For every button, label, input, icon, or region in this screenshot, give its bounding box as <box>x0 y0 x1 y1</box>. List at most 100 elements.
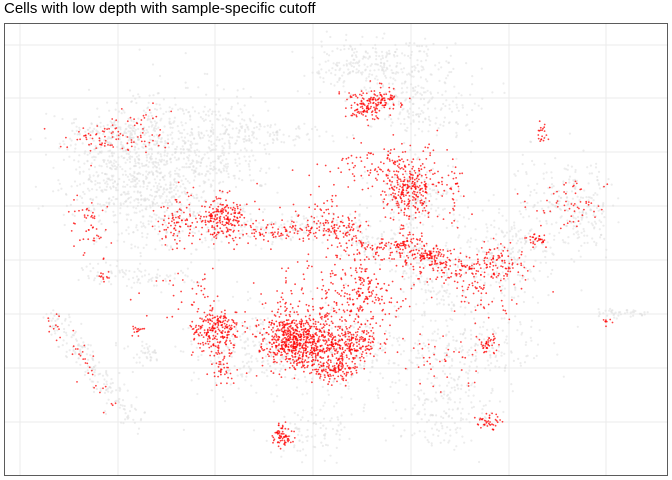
background-cell-point <box>340 396 343 399</box>
background-cell-point <box>155 127 158 130</box>
background-cell-point <box>539 199 542 203</box>
background-cell-point <box>206 72 209 76</box>
background-cell-point <box>75 129 78 132</box>
highlight-cell-point <box>197 308 200 310</box>
background-cell-point <box>367 57 370 60</box>
background-cell-point <box>416 63 419 66</box>
background-cell-point <box>71 334 74 337</box>
background-cell-point <box>516 273 520 276</box>
background-cell-point <box>446 248 449 251</box>
highlight-cell-point <box>299 333 302 336</box>
background-cell-point <box>447 283 450 286</box>
background-cell-point <box>60 187 63 190</box>
background-cell-point <box>482 250 485 253</box>
background-cell-point <box>150 220 153 223</box>
background-cell-point <box>204 236 207 240</box>
background-cell-point <box>163 191 166 194</box>
background-cell-point <box>250 354 253 358</box>
background-cell-point <box>160 117 163 120</box>
highlight-cell-point <box>268 321 271 323</box>
background-cell-point <box>183 281 186 284</box>
background-cell-point <box>401 52 404 55</box>
background-cell-point <box>580 289 583 292</box>
background-cell-point <box>122 202 125 205</box>
background-cell-point <box>263 208 266 211</box>
highlight-cell-point <box>257 324 260 326</box>
background-cell-point <box>150 188 153 191</box>
highlight-cell-point <box>282 326 285 329</box>
background-cell-point <box>174 213 177 216</box>
background-cell-point <box>369 86 372 89</box>
highlight-cell-point <box>202 336 205 338</box>
background-cell-point <box>115 389 118 392</box>
background-cell-point <box>568 178 571 181</box>
background-cell-point <box>157 225 160 228</box>
background-cell-point <box>168 110 171 113</box>
highlight-cell-point <box>210 327 213 330</box>
background-cell-point <box>434 64 437 67</box>
background-cell-point <box>228 337 231 340</box>
background-cell-point <box>146 232 149 236</box>
background-cell-point <box>445 319 448 322</box>
background-cell-point <box>570 258 573 261</box>
background-cell-point <box>592 199 595 202</box>
background-cell-point <box>469 93 472 96</box>
background-cell-point <box>74 352 77 355</box>
background-cell-point <box>110 283 113 286</box>
background-cell-point <box>598 219 601 222</box>
background-cell-point <box>211 237 214 240</box>
background-cell-point <box>125 213 128 216</box>
background-cell-point <box>424 37 427 40</box>
background-cell-point <box>420 109 423 112</box>
background-cell-point <box>336 47 339 50</box>
background-cell-point <box>330 351 333 354</box>
background-cell-point <box>454 428 457 431</box>
background-cell-point <box>484 367 487 370</box>
background-cell-point <box>172 121 175 124</box>
background-cell-point <box>252 136 255 139</box>
background-cell-point <box>401 91 404 94</box>
background-cell-point <box>443 410 446 413</box>
background-cell-point <box>557 202 560 205</box>
background-cell-point <box>126 205 129 208</box>
background-cell-point <box>392 336 395 339</box>
background-cell-point <box>193 232 196 235</box>
background-cell-point <box>147 350 150 353</box>
background-cell-point <box>158 158 161 161</box>
background-cell-point <box>416 91 419 94</box>
background-cell-point <box>198 184 201 188</box>
background-cell-point <box>173 177 176 180</box>
background-cell-point <box>408 267 411 270</box>
background-cell-point <box>330 306 333 309</box>
background-cell-point <box>218 139 221 142</box>
background-cell-point <box>126 158 129 161</box>
background-cell-point <box>625 309 628 312</box>
background-cell-point <box>156 268 160 271</box>
background-cell-point <box>276 133 279 137</box>
background-cell-point <box>122 180 126 183</box>
background-cell-point <box>412 319 415 322</box>
background-cell-point <box>228 136 232 139</box>
background-cell-point <box>400 68 403 71</box>
background-cell-point <box>167 146 170 149</box>
background-cell-point <box>451 359 454 362</box>
background-cell-point <box>216 202 219 205</box>
background-cell-point <box>236 135 239 138</box>
background-cell-point <box>392 101 395 104</box>
background-cell-point <box>113 203 116 206</box>
background-cell-point <box>187 150 190 153</box>
background-cell-point <box>295 230 298 233</box>
highlight-cell-point <box>290 341 293 343</box>
background-cell-point <box>461 407 464 410</box>
background-cell-point <box>253 344 256 347</box>
background-cell-point <box>102 133 105 136</box>
background-cell-point <box>421 354 424 357</box>
background-cell-point <box>348 437 351 440</box>
background-cell-point <box>278 426 281 429</box>
background-cell-point <box>165 199 168 202</box>
highlight-cell-point <box>263 327 265 330</box>
background-cell-point <box>365 354 368 358</box>
background-cell-point <box>617 314 620 317</box>
background-cell-point <box>342 71 345 74</box>
background-cell-point <box>175 172 179 175</box>
